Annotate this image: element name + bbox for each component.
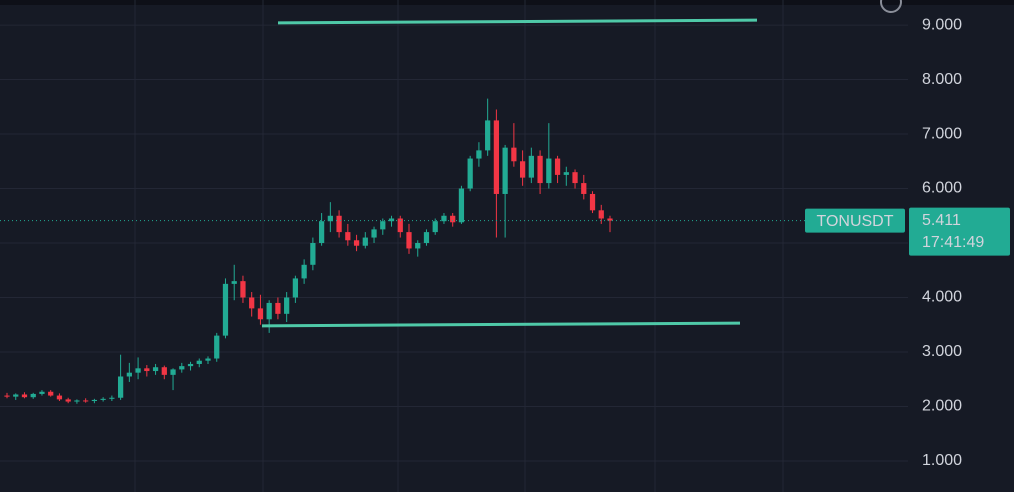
candle-body <box>74 400 80 402</box>
candle-body <box>161 367 167 375</box>
candle-body <box>126 372 132 377</box>
candle-body <box>152 367 159 372</box>
y-tick-label: 9.000 <box>922 16 962 33</box>
candle-body <box>607 218 613 221</box>
candle-body <box>205 358 211 361</box>
candle-body <box>249 297 255 309</box>
candle-body <box>572 172 578 184</box>
candle-body <box>406 232 412 249</box>
candle-body <box>537 155 543 184</box>
candle-body <box>83 400 89 402</box>
candle-body <box>109 397 115 399</box>
candle-body <box>135 368 141 373</box>
candle-body <box>56 395 63 400</box>
candle-body <box>214 335 220 359</box>
level-line <box>261 321 741 328</box>
candle-body <box>502 147 508 194</box>
y-tick-label: 1.000 <box>922 452 962 469</box>
candle-body <box>91 399 98 402</box>
candle-body <box>196 360 202 364</box>
candle-body <box>432 221 438 233</box>
candle-body <box>30 393 36 398</box>
candle-body <box>257 308 264 320</box>
candle-body <box>301 264 307 279</box>
candle-body <box>327 215 333 222</box>
symbol-label: TONUSDT <box>816 213 893 230</box>
countdown-label: 17:41:49 <box>922 234 984 251</box>
candle-body <box>397 218 403 233</box>
candle-body <box>485 120 491 151</box>
y-tick-label: 7.000 <box>922 125 962 142</box>
candle-body <box>554 158 561 175</box>
candle-body <box>117 376 124 398</box>
candle-body <box>519 161 526 178</box>
candle-body <box>48 391 54 396</box>
y-tick-label: 2.000 <box>922 398 962 415</box>
y-tick-label: 3.000 <box>922 343 962 360</box>
candle-body <box>170 369 176 375</box>
candle-body <box>336 215 342 233</box>
candle-body <box>179 366 185 370</box>
candle-body <box>589 193 596 211</box>
price-badge <box>909 207 1010 256</box>
candle-body <box>231 281 237 284</box>
candle-body <box>423 232 430 244</box>
y-tick-label: 4.000 <box>922 289 962 306</box>
candle-body <box>493 120 500 194</box>
candle-body <box>450 215 456 223</box>
candle-body <box>388 218 395 222</box>
candle-body <box>415 243 421 249</box>
candle-body <box>467 158 473 189</box>
candle-body <box>284 297 290 314</box>
candle-body <box>222 283 229 336</box>
price-label: 5.411 <box>922 212 961 229</box>
candle-body <box>65 399 71 402</box>
candle-body <box>371 229 377 238</box>
vertical-grid <box>134 0 784 492</box>
candle-body <box>511 147 517 162</box>
candle-body <box>318 221 325 244</box>
candle-body <box>345 232 351 241</box>
candle-body <box>380 221 386 230</box>
y-tick-label: 8.000 <box>922 71 962 88</box>
y-tick-label: 6.000 <box>922 180 962 197</box>
candle-body <box>563 172 569 175</box>
candle-body <box>353 240 360 246</box>
candle-body <box>21 394 28 398</box>
candle-body <box>275 302 281 314</box>
candle-body <box>581 183 587 194</box>
candle-body <box>39 391 45 394</box>
candle-body <box>546 158 552 184</box>
symbol-badge <box>805 208 905 233</box>
candle-body <box>458 188 465 223</box>
candle-body <box>144 368 150 372</box>
candle-body <box>187 363 194 367</box>
candle-body <box>4 395 10 397</box>
candle-body <box>13 394 19 397</box>
candle-body <box>362 237 368 246</box>
top-bar <box>0 0 1014 5</box>
candle-body <box>292 278 299 298</box>
candle-body <box>598 210 604 219</box>
level-line <box>277 18 758 25</box>
candle-body <box>240 281 246 298</box>
candle-body <box>266 302 272 320</box>
candle-body <box>441 215 447 222</box>
candle-body <box>528 155 534 178</box>
settings-icon[interactable] <box>880 0 902 13</box>
candle-body <box>476 150 482 159</box>
candle-body <box>100 398 106 400</box>
candle-body <box>310 243 316 265</box>
